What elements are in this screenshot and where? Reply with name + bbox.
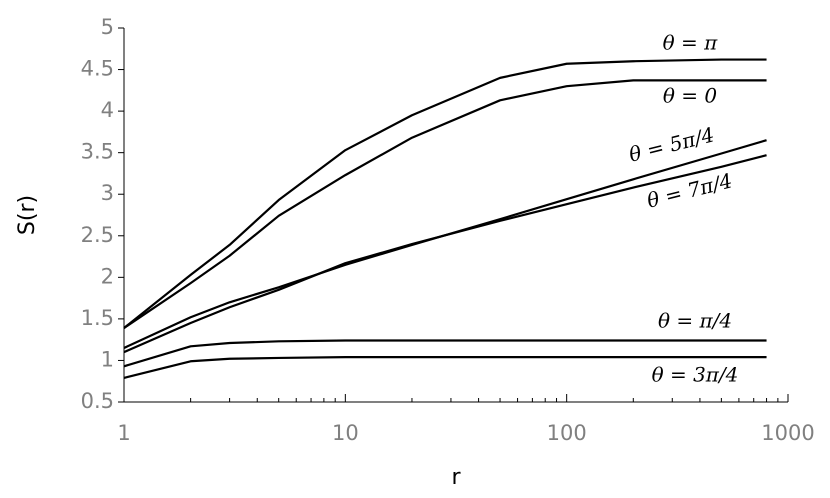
series-label: θ = π [663,31,719,55]
y-tick-label: 3 [101,181,114,205]
x-tick-label: 10 [332,421,359,445]
y-tick-label: 4.5 [81,57,114,81]
y-tick-label: 2.5 [81,223,114,247]
series-line [123,154,767,354]
series-line [123,339,767,368]
y-tick-label: 5 [101,15,114,39]
y-tick-label: 2 [101,264,114,288]
x-tick-label: 1 [117,421,130,445]
y-tick-label: 0.5 [81,389,114,413]
x-tick-label: 100 [547,421,587,445]
series-line [123,58,767,329]
series-line [123,356,767,379]
x-axis-label: r [451,465,461,490]
y-axis-label: S(r) [15,195,40,235]
series-label: θ = 0 [663,84,718,108]
y-tick-label: 1.5 [81,306,114,330]
y-tick-label: 3.5 [81,140,114,164]
series-line [123,79,767,329]
y-tick-label: 4 [101,98,114,122]
x-tick-label: 1000 [761,421,814,445]
series-label: θ = π/4 [658,309,732,333]
series-label: θ = 5π/4 [627,122,717,166]
y-tick-label: 1 [101,347,114,371]
series-label: θ = 3π/4 [652,363,739,387]
